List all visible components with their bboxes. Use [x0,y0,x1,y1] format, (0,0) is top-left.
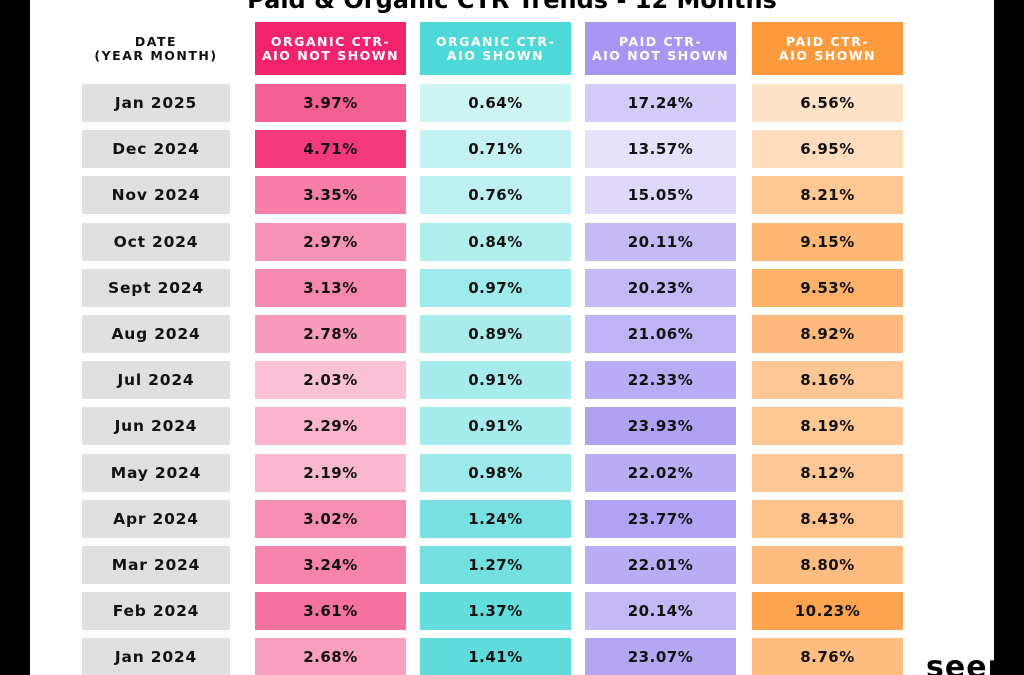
value-cell: 2.29% [255,407,406,446]
value-cell: 22.01% [585,546,736,584]
value-cell: 0.71% [420,130,571,169]
value-cell: 23.07% [585,638,736,675]
value-cell: 3.35% [255,176,406,215]
value-cell: 2.03% [255,361,406,400]
value-cell: 0.98% [420,453,571,492]
column-header-4: PAID CTR- AIO SHOWN [752,22,903,75]
date-cell: Aug 2024 [82,315,230,353]
value-cell: 2.68% [255,638,406,675]
date-cell: Jan 2025 [82,84,230,122]
date-cell: Apr 2024 [82,499,230,538]
value-cell: 2.19% [255,453,406,492]
column-header-3: PAID CTR- AIO NOT SHOWN [585,22,736,75]
value-cell: 0.84% [420,222,571,261]
value-cell: 23.77% [585,499,736,538]
ctr-table-card: Paid & Organic CTR Trends - 12 Months DA… [30,0,994,675]
value-cell: 13.57% [585,130,736,169]
date-cell: Jul 2024 [82,361,230,400]
value-cell: 2.78% [255,315,406,353]
value-cell: 9.53% [752,268,903,307]
value-cell: 0.91% [420,361,571,400]
value-cell: 3.24% [255,546,406,584]
value-cell: 0.97% [420,268,571,307]
chart-title: Paid & Organic CTR Trends - 12 Months [247,0,777,14]
value-cell: 1.27% [420,546,571,584]
value-cell: 6.56% [752,84,903,122]
value-cell: 8.16% [752,361,903,400]
value-cell: 3.97% [255,84,406,122]
value-cell: 4.71% [255,130,406,169]
value-cell: 10.23% [752,592,903,631]
value-cell: 8.76% [752,638,903,675]
value-cell: 1.41% [420,638,571,675]
value-cell: 15.05% [585,176,736,215]
value-cell: 6.95% [752,130,903,169]
value-cell: 8.21% [752,176,903,215]
date-cell: May 2024 [82,453,230,492]
value-cell: 23.93% [585,407,736,446]
value-cell: 20.14% [585,592,736,631]
value-cell: 1.24% [420,499,571,538]
value-cell: 1.37% [420,592,571,631]
value-cell: 0.89% [420,315,571,353]
value-cell: 17.24% [585,84,736,122]
date-cell: Feb 2024 [82,592,230,631]
value-cell: 0.76% [420,176,571,215]
value-cell: 8.92% [752,315,903,353]
column-header-2: ORGANIC CTR- AIO SHOWN [420,22,571,75]
value-cell: 8.43% [752,499,903,538]
column-header-1: ORGANIC CTR- AIO NOT SHOWN [255,22,406,75]
value-cell: 0.64% [420,84,571,122]
value-cell: 8.80% [752,546,903,584]
date-column-header: DATE (YEAR MONTH) [94,33,218,63]
value-cell: 3.61% [255,592,406,631]
date-cell: Jan 2024 [82,638,230,675]
value-cell: 21.06% [585,315,736,353]
date-cell: Jun 2024 [82,407,230,446]
date-cell: Sept 2024 [82,268,230,307]
value-cell: 8.12% [752,453,903,492]
value-cell: 2.97% [255,222,406,261]
value-cell: 9.15% [752,222,903,261]
value-cell: 3.02% [255,499,406,538]
date-cell: Oct 2024 [82,222,230,261]
value-cell: 8.19% [752,407,903,446]
value-cell: 0.91% [420,407,571,446]
date-cell: Nov 2024 [82,176,230,215]
date-cell: Mar 2024 [82,546,230,584]
value-cell: 22.02% [585,453,736,492]
value-cell: 22.33% [585,361,736,400]
seer-logo: seer [926,650,994,675]
value-cell: 3.13% [255,268,406,307]
date-cell: Dec 2024 [82,130,230,169]
value-cell: 20.23% [585,268,736,307]
value-cell: 20.11% [585,222,736,261]
